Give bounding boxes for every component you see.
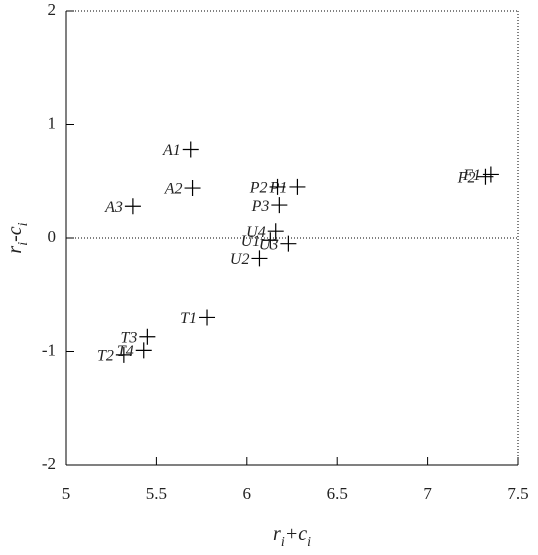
x-tick-label: 7.5 bbox=[507, 484, 528, 503]
point-label: T3 bbox=[120, 329, 137, 346]
point bbox=[251, 250, 268, 267]
y-tick-label: -1 bbox=[42, 340, 56, 359]
point-label: U1 bbox=[241, 233, 261, 250]
point bbox=[135, 342, 152, 359]
point-label: A3 bbox=[104, 199, 123, 216]
y-tick-label: 0 bbox=[48, 227, 57, 246]
x-tick-label: 5 bbox=[62, 484, 71, 503]
y-axis-label: ri-ci bbox=[4, 222, 31, 253]
x-tick-label: 7 bbox=[423, 484, 432, 503]
point bbox=[182, 141, 199, 158]
point-label: P3 bbox=[251, 198, 270, 215]
x-axis-label: ri+ci bbox=[273, 523, 311, 550]
point-label: F1 bbox=[462, 167, 481, 184]
point-label: U4 bbox=[246, 224, 266, 241]
point bbox=[289, 178, 306, 195]
point bbox=[115, 346, 132, 363]
point bbox=[124, 198, 141, 215]
y-tick-label: -2 bbox=[42, 454, 56, 473]
point-label: U2 bbox=[230, 251, 250, 268]
point-label: P2 bbox=[249, 180, 268, 197]
point-label: F2 bbox=[457, 169, 476, 186]
point-label: A1 bbox=[162, 142, 181, 159]
point bbox=[184, 180, 201, 197]
point bbox=[477, 168, 494, 185]
x-tick-label: 6.5 bbox=[327, 484, 348, 503]
point-label: T1 bbox=[180, 310, 197, 327]
y-tick-label: 1 bbox=[48, 113, 57, 132]
point bbox=[271, 197, 288, 214]
point bbox=[262, 232, 279, 249]
point bbox=[199, 309, 216, 326]
point-label: T4 bbox=[117, 343, 134, 360]
point-label: U3 bbox=[259, 236, 279, 253]
point bbox=[280, 235, 297, 252]
point bbox=[267, 223, 284, 240]
point-label: A2 bbox=[164, 181, 183, 198]
y-tick-label: 2 bbox=[48, 0, 57, 19]
point bbox=[139, 328, 156, 345]
point-label: T2 bbox=[97, 348, 114, 365]
x-tick-label: 5.5 bbox=[146, 484, 167, 503]
point bbox=[269, 178, 286, 195]
x-tick-label: 6 bbox=[243, 484, 252, 503]
